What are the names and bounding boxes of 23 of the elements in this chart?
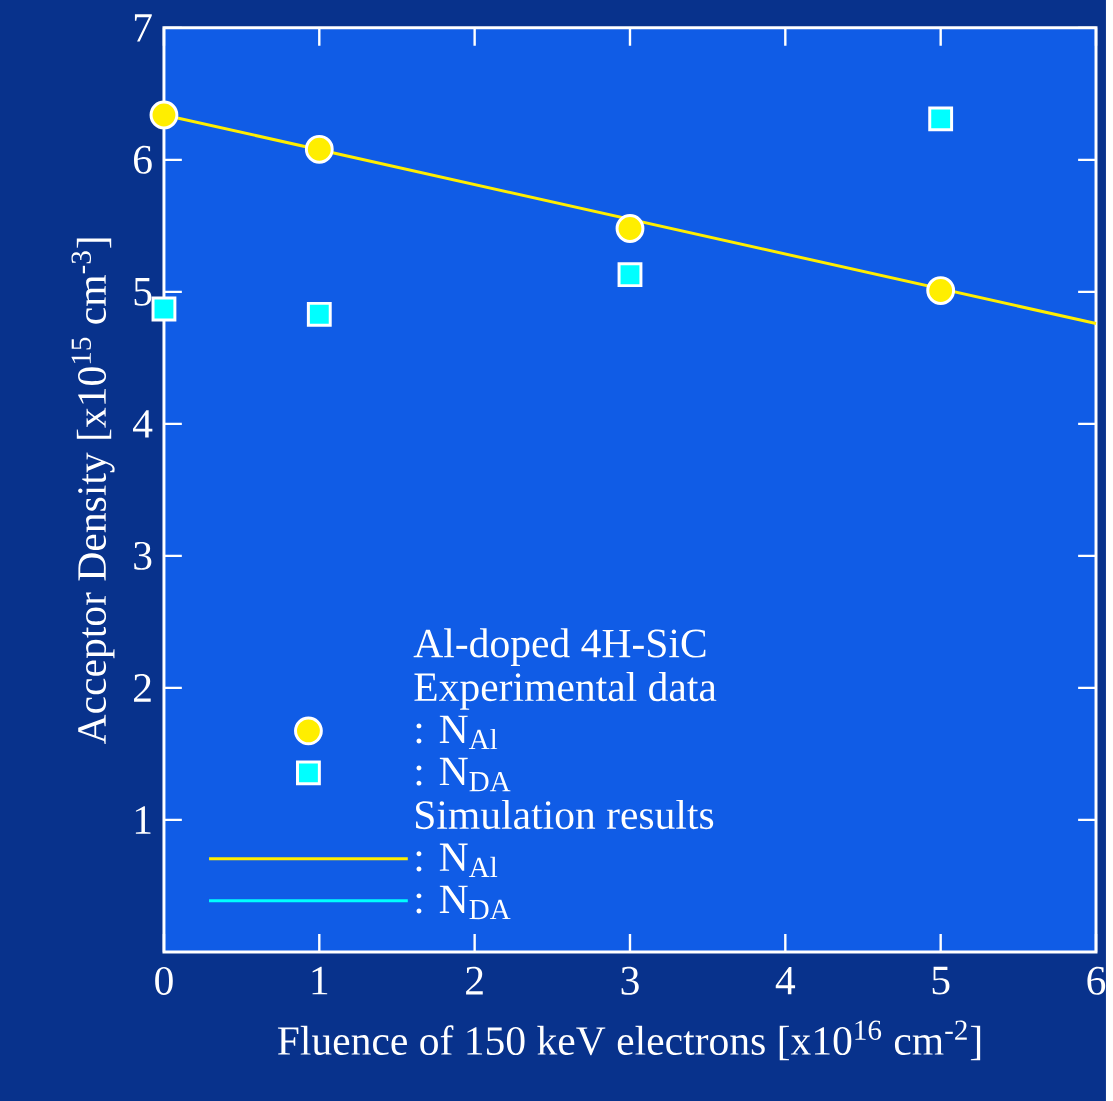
- x-tick-label: 4: [775, 966, 796, 995]
- y-tick-label: 4: [133, 410, 153, 438]
- y-tick-label: 2: [134, 674, 151, 702]
- x-axis-title: Fluence of 150 keV electrons [x10$^{16}$ cm$^{-2}$]: [277, 1020, 981, 1061]
- x-tick-label: 3: [621, 966, 639, 995]
- y-tick-label: 3: [134, 541, 152, 570]
- x-tick-label: 6: [1087, 966, 1106, 995]
- annotation: Experimental data: [414, 672, 717, 710]
- y-tick-label: 1: [135, 806, 151, 834]
- annotation: Simulation results: [416, 799, 714, 830]
- legend-label: : N$_{Al}$: [416, 715, 498, 750]
- legend-label: : N$_{Al}$: [416, 843, 498, 877]
- legend-label: : N$_{DA}$: [416, 885, 511, 920]
- legend-title: Al-doped 4H-SiC: [413, 628, 706, 666]
- y-tick-label: 5: [134, 278, 152, 306]
- y-axis-title: Acceptor Density [x10$^{15}$ cm$^{-3}$]: [71, 238, 115, 745]
- x-tick-label: 2: [466, 966, 483, 995]
- legend-label: : N$_{DA}$: [416, 757, 511, 792]
- y-tick-label: 7: [134, 14, 152, 42]
- x-tick-label: 0: [155, 966, 173, 995]
- x-tick-label: 5: [932, 966, 950, 995]
- y-tick-label: 6: [134, 145, 152, 174]
- x-tick-label: 1: [312, 966, 328, 995]
